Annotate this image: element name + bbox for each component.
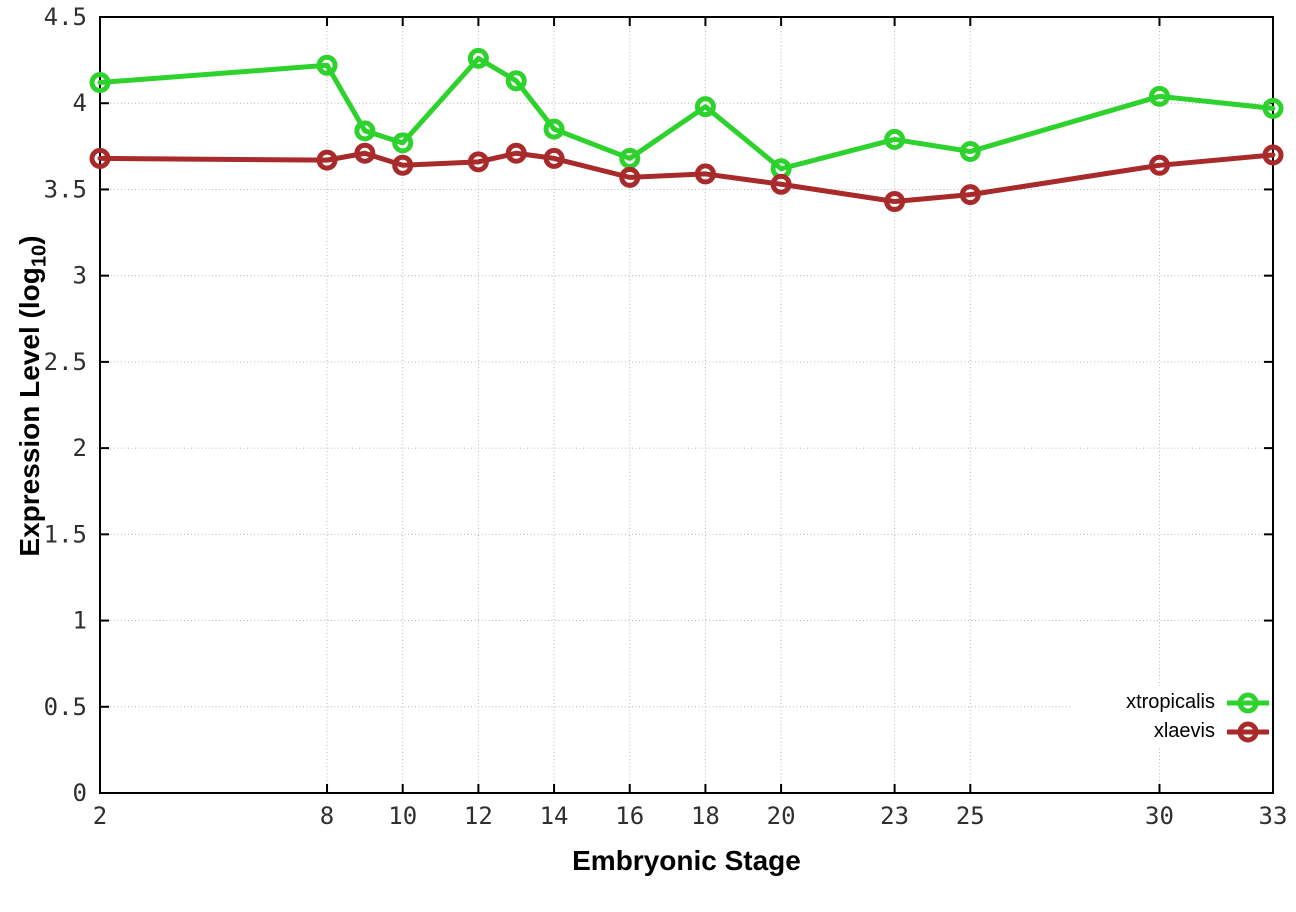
legend: xtropicalis xlaevis — [1072, 686, 1272, 748]
data-point — [770, 173, 792, 195]
line-point-marker-icon — [1227, 692, 1269, 713]
line-point-marker-icon — [1227, 721, 1269, 742]
data-point — [505, 70, 527, 92]
series-xlaevis — [89, 142, 1284, 213]
y-tick-label: 0 — [73, 779, 87, 807]
data-point — [694, 96, 716, 118]
data-point — [694, 163, 716, 185]
x-tick-label: 33 — [1259, 802, 1288, 830]
x-tick-label: 2 — [93, 802, 107, 830]
data-point — [1262, 144, 1284, 166]
y-tick-label: 2 — [73, 434, 87, 462]
data-point — [884, 128, 906, 150]
legend-item-xlaevis: xlaevis — [1072, 717, 1272, 746]
x-tick-label: 12 — [464, 802, 493, 830]
y-axis-title-close: ) — [14, 235, 45, 245]
axis-ticks — [99, 16, 1274, 794]
y-tick-label: 0.5 — [44, 693, 87, 721]
data-series — [89, 47, 1284, 213]
data-point — [505, 142, 527, 164]
series-line — [97, 150, 1276, 205]
data-point — [884, 191, 906, 213]
x-tick-label: 16 — [615, 802, 644, 830]
x-tick-label: 8 — [320, 802, 334, 830]
data-point — [467, 151, 489, 173]
data-point — [467, 47, 489, 69]
y-axis-title-subscript: 10 — [28, 244, 51, 268]
data-point — [959, 184, 981, 206]
x-tick-label: 30 — [1145, 802, 1174, 830]
x-tick-label: 18 — [691, 802, 720, 830]
y-tick-label: 4.5 — [44, 3, 87, 31]
x-axis-title: Embryonic Stage — [572, 845, 801, 876]
y-tick-label: 2.5 — [44, 348, 87, 376]
data-point — [316, 54, 338, 76]
y-axis-title-text: Expression Level (log — [14, 267, 45, 557]
plot-border — [99, 16, 1274, 794]
data-point — [619, 147, 641, 169]
data-point — [89, 72, 111, 94]
x-tick-label: 20 — [767, 802, 796, 830]
data-point — [354, 120, 376, 142]
y-tick-label: 3.5 — [44, 175, 87, 203]
data-point — [392, 132, 414, 154]
data-point — [354, 142, 376, 164]
data-point — [1148, 154, 1170, 176]
data-point — [1148, 85, 1170, 107]
data-point — [619, 166, 641, 188]
axis-tick-labels: 2 8 10 12 14 16 18 20 23 25 30 33 0 0.5 1 1.5 2 2.5 3 3.5 4 4… — [44, 3, 1288, 830]
x-tick-label: 25 — [956, 802, 985, 830]
x-tick-label: 10 — [388, 802, 417, 830]
y-axis-title: Expression Level (log10) — [14, 166, 51, 626]
legend-item-xtropicalis: xtropicalis — [1072, 688, 1272, 717]
data-point — [1262, 97, 1284, 119]
data-point — [543, 147, 565, 169]
series-line — [97, 55, 1276, 172]
y-tick-label: 1.5 — [44, 520, 87, 548]
legend-label: xtropicalis — [1126, 691, 1215, 713]
series-xtropicalis — [89, 47, 1284, 180]
data-point — [316, 149, 338, 171]
x-tick-label: 14 — [540, 802, 569, 830]
legend-label: xlaevis — [1153, 720, 1215, 742]
data-point — [543, 118, 565, 140]
data-point — [89, 147, 111, 169]
gridlines — [99, 16, 1274, 794]
y-tick-label: 3 — [73, 262, 87, 290]
y-tick-label: 1 — [73, 607, 87, 635]
y-tick-label: 4 — [73, 89, 87, 117]
data-point — [392, 154, 414, 176]
x-tick-label: 23 — [880, 802, 909, 830]
data-point — [959, 141, 981, 163]
